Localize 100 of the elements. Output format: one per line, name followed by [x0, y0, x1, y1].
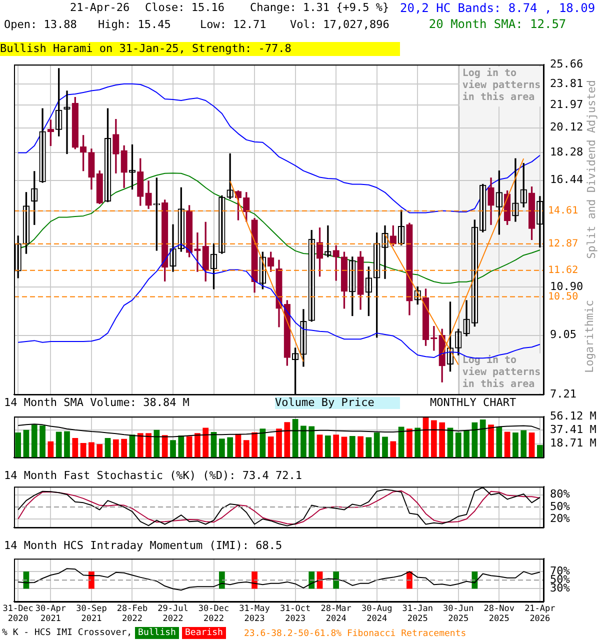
- text: Close: 15.16: [145, 1, 224, 14]
- bar: [31, 424, 38, 458]
- bar: [472, 422, 478, 458]
- bar: [170, 440, 176, 458]
- x-tick-label: 30-Sep 2021: [76, 604, 107, 624]
- text: Bearish: [182, 627, 226, 639]
- bar: [349, 436, 356, 458]
- bar: [358, 436, 364, 458]
- bar: [186, 436, 192, 458]
- bar: [268, 436, 274, 458]
- bar: [390, 441, 396, 458]
- bar: [536, 445, 543, 458]
- chart-title: 14 Month HCS Intraday Momentum (IMI): 68.5: [4, 539, 282, 552]
- y-tick-label: 25.66: [550, 57, 584, 70]
- bar: [137, 433, 144, 458]
- text: 20,2 HC Bands: 8.74 , 18.09: [400, 1, 596, 15]
- bar: [504, 432, 510, 458]
- bar: [528, 432, 535, 458]
- bar: [162, 435, 168, 458]
- y-tick-label: 9.05: [550, 328, 576, 342]
- bar: [146, 433, 152, 458]
- text: 20 Month SMA: 12.57: [428, 17, 566, 31]
- text: 21-Apr-26: [70, 1, 130, 14]
- chart-subtitle: Bullish Harami on 31-Jan-25, Strength: -77.8: [0, 42, 400, 56]
- bar: [64, 431, 70, 458]
- text: Open: 13.88: [4, 18, 77, 31]
- text: Bullish: [135, 627, 179, 639]
- x-tick-label: 30-Aug 2024: [361, 604, 392, 624]
- text: High: 15.45: [98, 18, 171, 31]
- x-tick-label: 31-May 2023: [239, 604, 270, 624]
- y-tick-label: 20.12: [550, 120, 584, 134]
- bar: [439, 422, 446, 458]
- bar: [96, 444, 103, 458]
- x-tick-label: 28-Feb 2022: [116, 604, 148, 624]
- bar: [276, 428, 282, 458]
- legend-title: % K - HCS IMI Crossover,: [2, 627, 132, 639]
- ref-line-label: 11.62: [548, 265, 578, 276]
- bar: [374, 432, 380, 458]
- x-tick-label: 29-Jul 2022: [158, 604, 188, 624]
- y-tick-label: 18.71 M: [550, 436, 597, 450]
- bar: [406, 428, 412, 458]
- band-label: Log in to view patterns in this area: [462, 67, 541, 104]
- text: MONTHLY CHART: [430, 396, 516, 409]
- x-tick-label: 30-Jun 2025: [443, 604, 474, 624]
- chart-title: 14 Month SMA Volume: 38.84 M: [4, 396, 190, 409]
- x-tick-label: 21-Apr 2026: [524, 604, 556, 624]
- x-tick-label: 31-Jan 2025: [402, 604, 433, 624]
- bar: [104, 438, 111, 458]
- bar: [496, 426, 502, 458]
- bar: [292, 418, 298, 458]
- bar: [40, 425, 46, 458]
- x-tick-label: 30-Apr 2021: [35, 604, 66, 624]
- bar: [341, 436, 348, 458]
- bar: [366, 437, 372, 458]
- bar: [308, 426, 315, 458]
- text: Volume By Price: [275, 396, 400, 409]
- bar: [121, 438, 128, 458]
- text: Change: 1.31 {+9.5 %}: [250, 1, 390, 14]
- bar: [23, 430, 30, 458]
- y-tick-label: 56.12 M: [550, 409, 597, 422]
- y-tick-label: 37.41 M: [550, 423, 597, 436]
- chart-title: 14 Month Fast Stochastic (%K) (%D): 73.4 72.1: [4, 469, 302, 482]
- bar: [333, 434, 340, 458]
- bar: [112, 439, 119, 458]
- bar: [480, 419, 486, 458]
- y-tick-label: 16.44: [550, 173, 584, 186]
- ref-line-label: 12.87: [548, 238, 578, 250]
- bar: [382, 436, 388, 458]
- bar: [72, 438, 78, 458]
- y-tick-label: 7.21: [550, 387, 576, 400]
- text: Low: 12.71: [200, 18, 266, 31]
- y-tick-label: 30%: [550, 582, 570, 595]
- ref-line-label: 10.50: [548, 291, 578, 302]
- ref-line-label: 14.61: [548, 206, 578, 217]
- bar: [488, 424, 494, 458]
- bar: [202, 428, 209, 458]
- bar: [300, 426, 306, 458]
- text: Logarithmic: [583, 300, 596, 373]
- bar: [512, 432, 518, 458]
- y-axis-title: Split and Dividend Adjusted: [585, 80, 598, 259]
- text: Vol: 17,027,896: [290, 18, 390, 31]
- x-tick-label: 31-Oct 2023: [280, 604, 311, 624]
- text: 23.6-38.2-50-61.8% Fibonacci Retracements: [244, 628, 466, 640]
- bar: [316, 434, 323, 458]
- y-tick-label: 18.28: [550, 146, 584, 159]
- bar: [243, 440, 250, 458]
- bar: [252, 432, 258, 458]
- bar: [15, 432, 22, 458]
- y-tick-label: 21.97: [550, 98, 584, 111]
- bar: [80, 443, 86, 458]
- y-tick-label: 20%: [550, 512, 570, 526]
- bar: [218, 438, 225, 458]
- bar: [56, 432, 62, 458]
- bar: [284, 422, 290, 458]
- bar: [455, 432, 462, 458]
- bar: [324, 435, 331, 458]
- y-tick-label: 80%: [550, 488, 570, 501]
- bar: [48, 441, 54, 458]
- x-tick-label: 28-Nov 2025: [484, 604, 515, 624]
- bar: [430, 420, 437, 458]
